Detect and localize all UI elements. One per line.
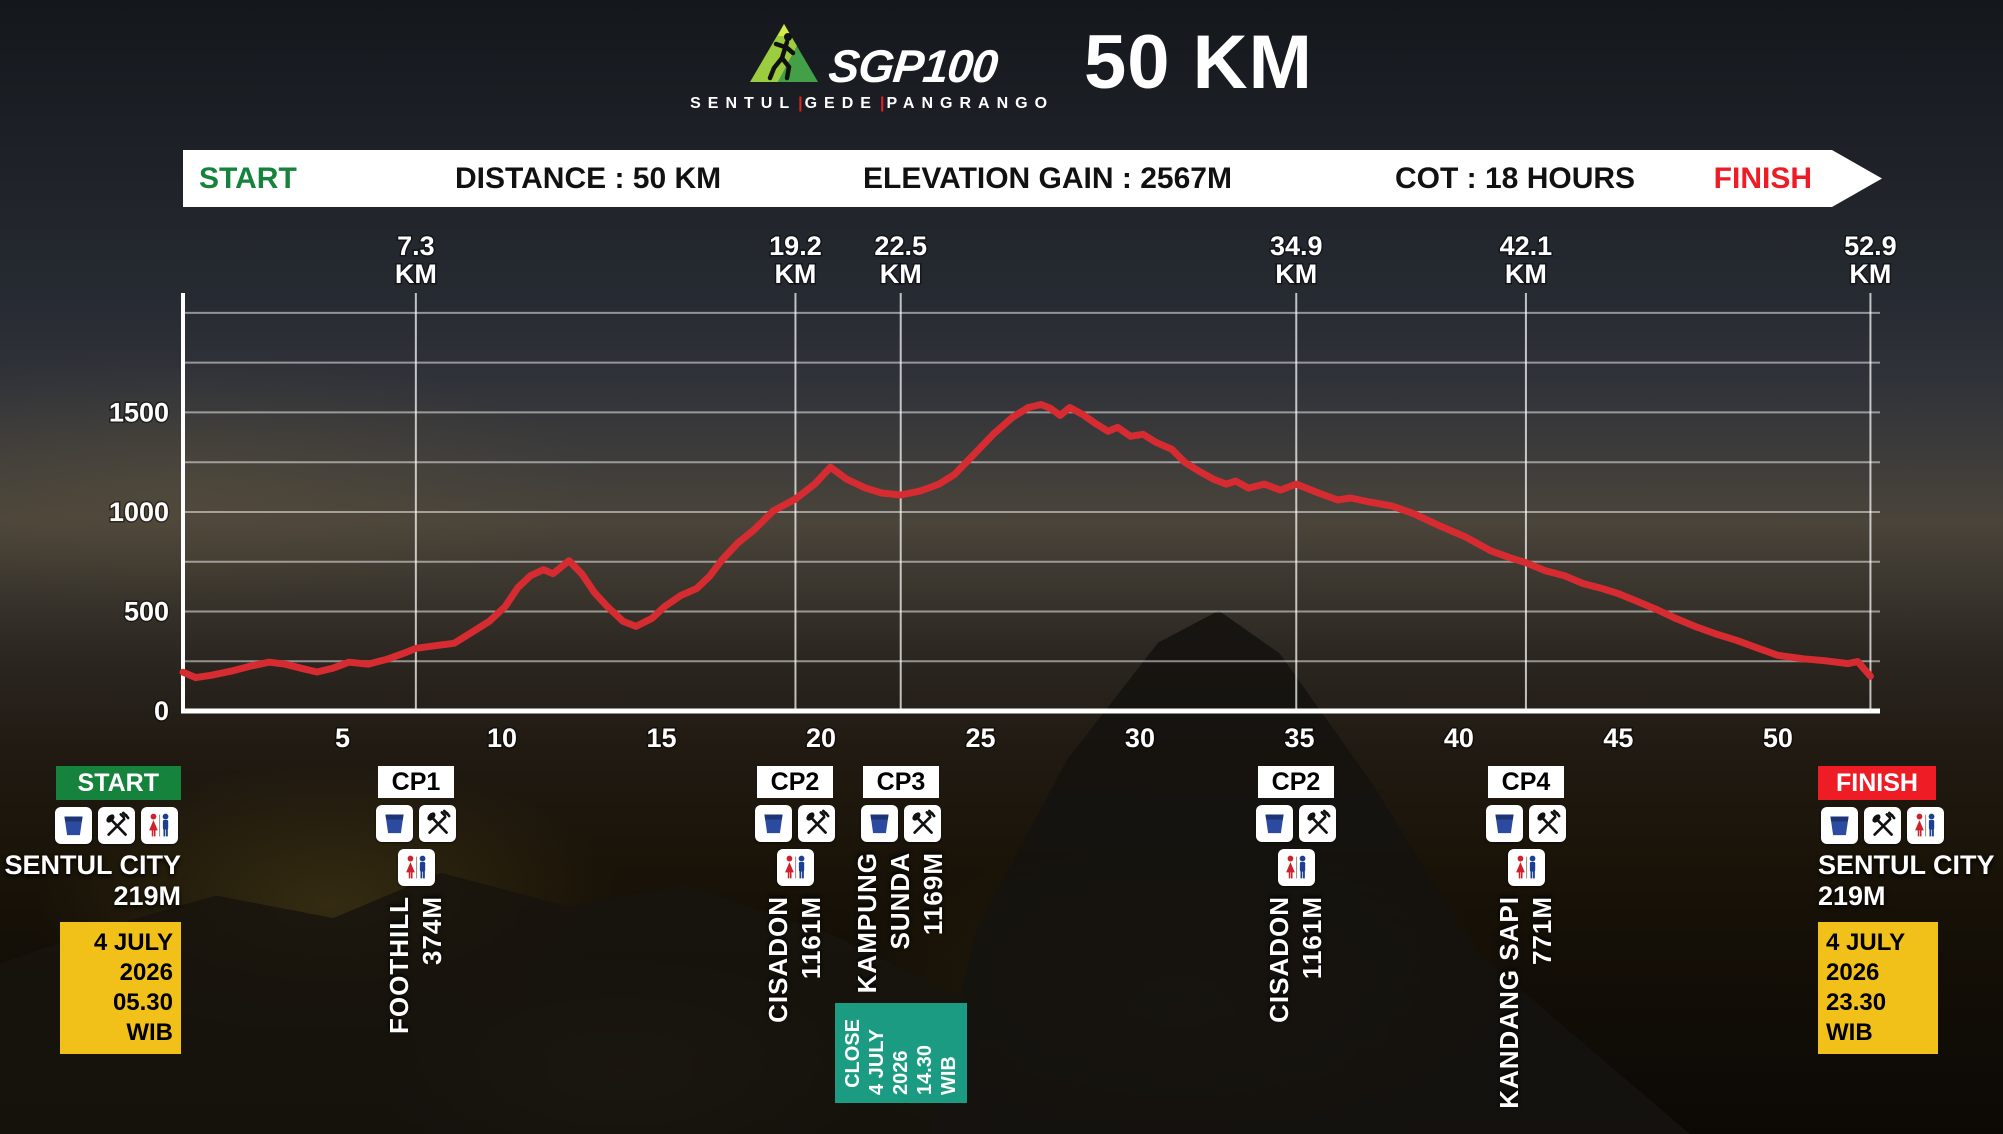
drink-icon xyxy=(1256,805,1293,842)
x-axis-tick: 35 xyxy=(1284,723,1314,753)
checkpoint-cp4: CP4 KANDANG SAPI 771M xyxy=(1483,766,1569,1109)
drink-icon xyxy=(755,805,792,842)
checkpoint-elevation: 374M xyxy=(416,896,447,966)
food-icon xyxy=(798,805,835,842)
finish-time: 23.30 WIB xyxy=(1826,989,1887,1047)
checkpoint-km-label: 42.1 xyxy=(1500,231,1553,261)
mountain-runner-icon xyxy=(747,20,821,89)
checkpoint-km-label: 52.9 xyxy=(1844,231,1897,261)
y-axis-tick: 1500 xyxy=(109,397,169,427)
cp2b-tag: CP2 xyxy=(1257,766,1335,798)
checkpoint-km-unit: KM xyxy=(880,259,922,289)
toilet-icon xyxy=(1907,807,1944,844)
checkpoint-name: SENTUL CITY xyxy=(1818,850,1995,880)
checkpoint-cp1: CP1 FOOTHILL 374M xyxy=(373,766,459,1034)
checkpoint-name-line1: KAMPUNG xyxy=(852,852,883,994)
start-time-box: 4 JULY 2026 05.30 WIB xyxy=(60,922,181,1055)
x-axis-tick: 10 xyxy=(487,723,517,753)
checkpoint-km-label: 34.9 xyxy=(1270,231,1323,261)
checkpoint-elevation: 1169M xyxy=(917,852,948,936)
checkpoint-km-unit: KM xyxy=(1849,259,1891,289)
banner-elevation-gain: ELEVATION GAIN : 2567M xyxy=(863,162,1232,195)
x-axis-tick: 30 xyxy=(1125,723,1155,753)
food-icon xyxy=(419,805,456,842)
start-date: 4 JULY 2026 xyxy=(93,929,173,987)
checkpoint-km-unit: KM xyxy=(1275,259,1317,289)
checkpoint-elevation: 219M xyxy=(113,881,181,912)
checkpoint-name: CISADON xyxy=(762,896,793,1023)
race-distance-title: 50 KM xyxy=(1084,19,1313,105)
cp2-tag: CP2 xyxy=(756,766,834,798)
banner-start-label: START xyxy=(199,162,297,195)
drink-icon xyxy=(55,807,92,844)
cp1-tag: CP1 xyxy=(377,766,455,798)
x-axis-tick: 25 xyxy=(965,723,995,753)
food-icon xyxy=(904,805,941,842)
checkpoint-km-unit: KM xyxy=(1505,259,1547,289)
x-axis-tick: 45 xyxy=(1603,723,1633,753)
food-icon xyxy=(1864,807,1901,844)
race-subtitle: SENTUL | GEDE | PANGRANGO xyxy=(690,95,1055,112)
close-label: CLOSE xyxy=(842,1018,864,1088)
header: SGP100 SENTUL | GEDE | PANGRANGO 50 KM xyxy=(0,20,2003,113)
checkpoint-elevation: 1161M xyxy=(795,896,826,980)
finish-date: 4 JULY 2026 xyxy=(1826,929,1905,987)
start-time: 05.30 WIB xyxy=(112,989,173,1047)
x-axis-tick: 40 xyxy=(1444,723,1474,753)
banner-cot: COT : 18 HOURS xyxy=(1395,162,1636,195)
finish-time-box: 4 JULY 2026 23.30 WIB xyxy=(1818,922,1938,1055)
checkpoint-name: KANDANG SAPI xyxy=(1493,896,1524,1109)
checkpoint-name-line2: SUNDA xyxy=(885,852,916,950)
checkpoint-cp2-cisadon-1: CP2 CISADON 1161M xyxy=(752,766,838,1023)
close-date: 4 JULY 2026 xyxy=(866,1029,912,1096)
y-axis-tick: 0 xyxy=(154,696,169,726)
y-axis-tick: 500 xyxy=(124,596,169,626)
race-name: SGP100 xyxy=(826,40,1000,92)
drink-icon xyxy=(861,805,898,842)
drink-icon xyxy=(1821,807,1858,844)
x-axis-tick: 15 xyxy=(646,723,676,753)
checkpoint-elevation: 771M xyxy=(1526,896,1557,966)
close-time: 14.30 WIB xyxy=(914,1045,960,1096)
checkpoint-cp3: CP3 KAMPUNG SUNDA 1169M CLOSE 4 JULY 202… xyxy=(835,766,967,1104)
finish-tag: FINISH xyxy=(1818,766,1936,800)
checkpoint-name: FOOTHILL xyxy=(383,896,414,1034)
banner-distance: DISTANCE : 50 KM xyxy=(455,162,722,195)
cp4-tag: CP4 xyxy=(1487,766,1565,798)
x-axis-tick: 5 xyxy=(335,723,350,753)
checkpoint-elevation: 219M xyxy=(1818,881,1886,912)
checkpoint-km-unit: KM xyxy=(395,259,437,289)
food-icon xyxy=(1529,805,1566,842)
toilet-icon xyxy=(397,849,435,886)
cp3-tag: CP3 xyxy=(862,766,940,798)
checkpoint-finish: FINISH SENTUL CITY 219M 4 JULY 2026 23.3… xyxy=(1818,766,1995,1055)
toilet-icon xyxy=(776,849,814,886)
drink-icon xyxy=(376,805,413,842)
checkpoint-km-label: 19.2 xyxy=(769,231,822,261)
cp3-close-box: CLOSE 4 JULY 2026 14.30 WIB xyxy=(835,1003,967,1104)
start-tag: START xyxy=(55,766,181,800)
y-axis-tick: 1000 xyxy=(109,497,169,527)
checkpoint-elevation: 1161M xyxy=(1296,896,1327,980)
x-axis-tick: 50 xyxy=(1763,723,1793,753)
food-icon xyxy=(1299,805,1336,842)
elevation-line xyxy=(179,401,1874,682)
toilet-icon xyxy=(1277,849,1315,886)
race-logo: SGP100 SENTUL | GEDE | PANGRANGO xyxy=(690,20,1054,113)
checkpoint-km-label: 22.5 xyxy=(874,231,927,261)
checkpoint-km-unit: KM xyxy=(774,259,816,289)
checkpoint-cp2-cisadon-2: CP2 CISADON 1161M xyxy=(1253,766,1339,1023)
banner-finish-label: FINISH xyxy=(1713,162,1812,195)
drink-icon xyxy=(1486,805,1523,842)
toilet-icon xyxy=(141,807,178,844)
elevation-chart: 7.3KM19.2KM22.5KM34.9KM42.1KM52.9KM05001… xyxy=(107,230,1898,755)
checkpoint-km-label: 7.3 xyxy=(397,231,435,261)
checkpoint-start: START SENTUL CITY 219M 4 JULY 2026 05.30… xyxy=(4,766,181,1055)
food-icon xyxy=(98,807,135,844)
x-axis-tick: 20 xyxy=(806,723,836,753)
toilet-icon xyxy=(1507,849,1545,886)
checkpoint-name: CISADON xyxy=(1263,896,1294,1023)
info-banner: START DISTANCE : 50 KM ELEVATION GAIN : … xyxy=(183,150,1882,207)
checkpoint-name: SENTUL CITY xyxy=(4,850,181,880)
